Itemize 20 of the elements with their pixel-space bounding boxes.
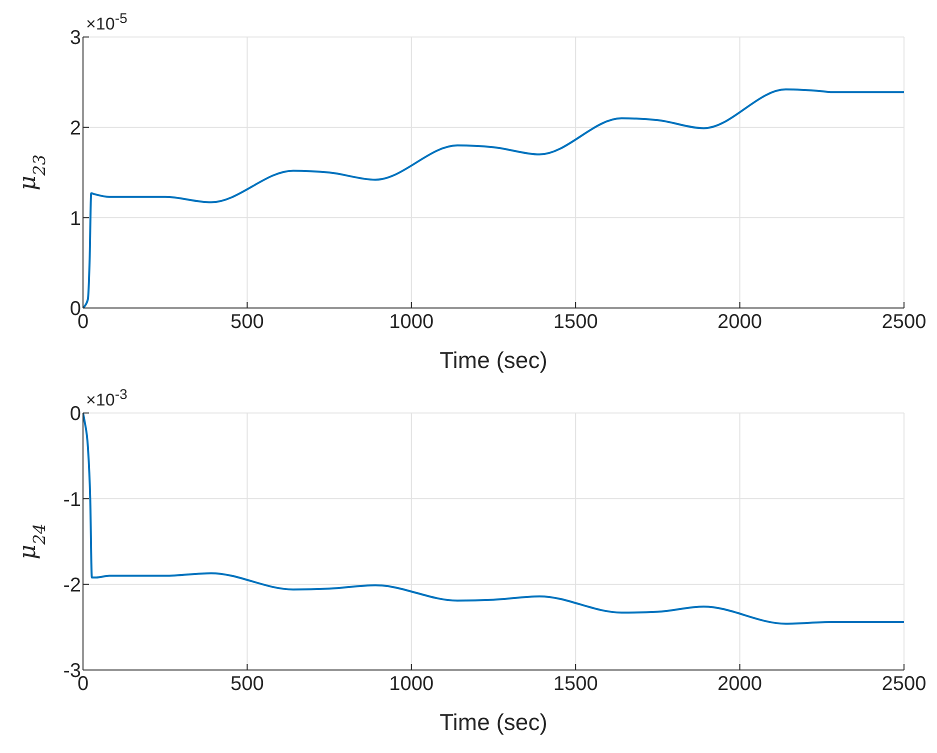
y-tick-label: -1 — [63, 488, 81, 511]
x-tick-label: 1500 — [553, 673, 598, 696]
x-tick-label: 2000 — [718, 673, 762, 696]
y-tick-label: 3 — [70, 27, 81, 50]
text: ×10$^{-3}$ — [86, 387, 128, 411]
y-tick-label: 2 — [70, 117, 81, 140]
y-tick-label: -2 — [63, 574, 81, 596]
y-tick-label: 1 — [70, 208, 81, 230]
text: ×10$^{-5}$ — [86, 11, 128, 35]
x-tick-label: 2500 — [882, 673, 926, 696]
x-tick-label: 2500 — [882, 311, 926, 334]
x-tick-label: 1500 — [553, 311, 598, 334]
x-tick-label: 2000 — [718, 311, 762, 334]
x-tick-label: 500 — [230, 311, 264, 334]
x-axis-title: Time (sec) — [440, 709, 548, 735]
x-tick-label: 1000 — [389, 673, 434, 696]
x-axis-title: Time (sec) — [440, 347, 548, 373]
y-tick-label: 0 — [70, 403, 81, 426]
x-tick-label: 500 — [230, 673, 264, 696]
x-tick-label: 1000 — [389, 311, 434, 334]
